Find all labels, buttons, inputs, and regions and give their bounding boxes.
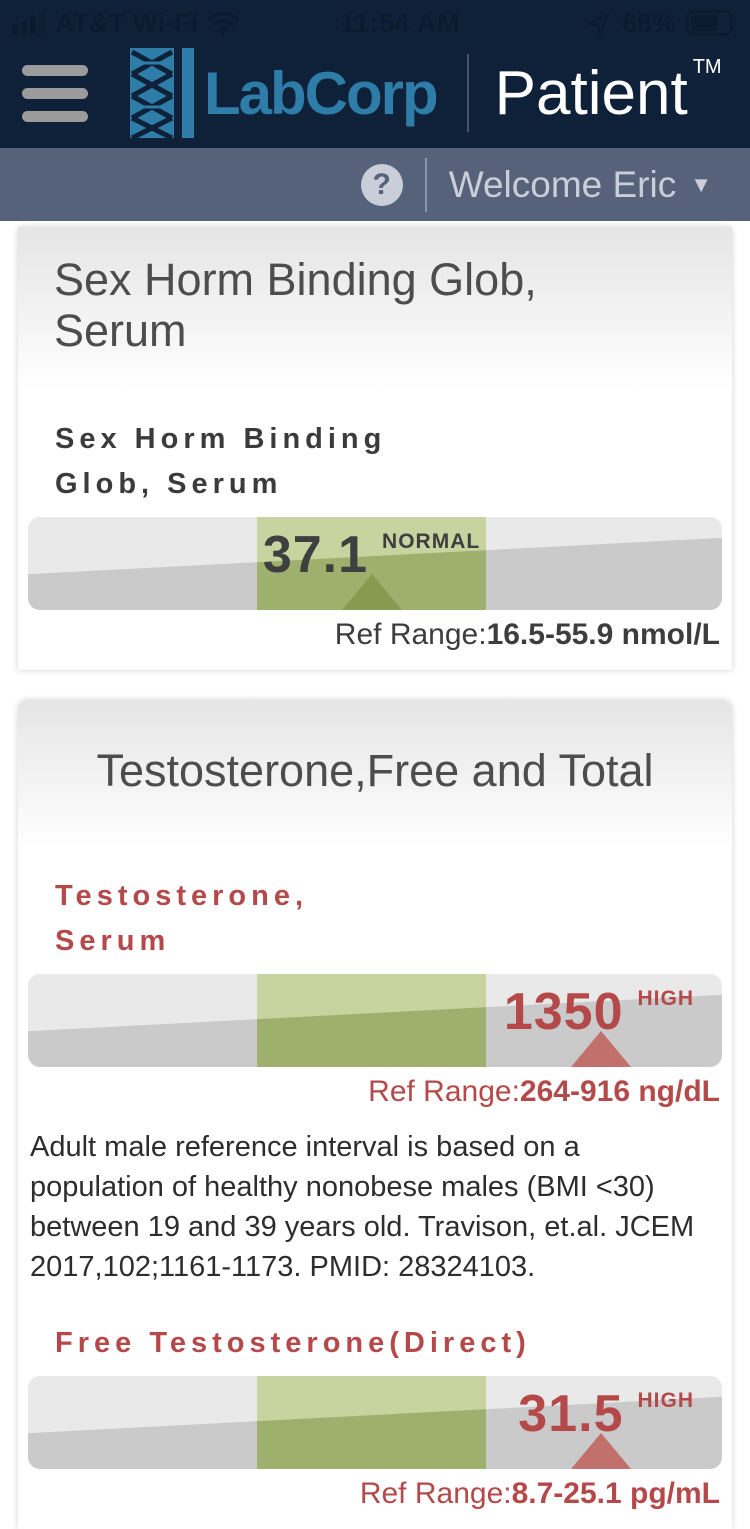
- normal-range-zone: [257, 974, 487, 1068]
- signal-bars-icon: [12, 11, 45, 35]
- result-flag-badge: HIGH: [637, 1389, 694, 1413]
- welcome-user-label[interactable]: Welcome Eric: [448, 163, 677, 205]
- range-bar: 1350 HIGH: [28, 974, 722, 1068]
- section-title: Testosterone,Free and Total: [96, 744, 654, 796]
- section-header: Testosterone,Free and Total: [18, 699, 732, 849]
- result-note-text: Adult male reference interval is based o…: [30, 1131, 695, 1284]
- location-arrow-icon: [588, 12, 611, 35]
- result-testosterone-serum: Testosterone, Serum 1350 HIGH Ref Range:2…: [18, 874, 732, 1295]
- result-value: 37.1: [262, 525, 369, 584]
- trademark-label: TM: [692, 55, 722, 78]
- ref-range-label: Ref Range:: [359, 1477, 512, 1511]
- range-bar: 31.5 HIGH: [28, 1376, 722, 1470]
- ref-range-value: 264-916 ng/dL: [519, 1075, 720, 1109]
- result-name-label: Testosterone, Serum: [55, 880, 309, 958]
- ref-range-row: Ref Range:264-916 ng/dL: [18, 1075, 732, 1109]
- result-flag-badge: HIGH: [637, 987, 694, 1011]
- logo-patient-text: Patient: [494, 58, 688, 128]
- result-name-label: Sex Horm Binding Glob, Serum: [55, 422, 387, 500]
- battery-percent-label: 68%: [621, 7, 676, 38]
- welcome-divider: [424, 157, 427, 212]
- chevron-down-icon[interactable]: ▼: [690, 171, 712, 197]
- carrier-label: AT&T Wi-Fi: [55, 7, 199, 38]
- logo-labcorp-text: LabCorp: [204, 59, 439, 127]
- range-bar: 37.1 NORMAL: [28, 516, 722, 610]
- result-shbg: Sex Horm Binding Glob, Serum 37.1 NORMAL …: [18, 417, 732, 652]
- result-card-testosterone: Testosterone,Free and Total Testosterone…: [18, 699, 732, 1529]
- logo-divider: [466, 54, 469, 132]
- app-header: AT&T Wi-Fi 11:54 AM 68%: [0, 0, 750, 148]
- ref-range-value: 16.5-55.9 nmol/L: [486, 617, 720, 651]
- ref-range-row: Ref Range:16.5-55.9 nmol/L: [18, 618, 732, 652]
- section-header: Sex Horm Binding Glob, Serum: [18, 227, 732, 391]
- nav-bar: LabCorp Patient TM: [0, 44, 750, 148]
- ref-range-row: Ref Range:8.7-25.1 pg/mL: [18, 1477, 732, 1511]
- result-value: 1350: [503, 983, 624, 1042]
- welcome-bar: ? Welcome Eric ▼: [0, 148, 750, 221]
- result-free-testosterone: Free Testosterone(Direct) 31.5 HIGH Ref R…: [18, 1321, 732, 1511]
- wifi-icon: [207, 11, 240, 35]
- dna-helix-icon: [130, 48, 194, 138]
- clock: 11:54 AM: [339, 7, 461, 38]
- ref-range-label: Ref Range:: [334, 617, 487, 651]
- hamburger-menu-icon[interactable]: [22, 64, 88, 122]
- labcorp-logo[interactable]: LabCorp: [130, 48, 439, 138]
- ref-range-value: 8.7-25.1 pg/mL: [511, 1477, 720, 1511]
- result-name-label: Free Testosterone(Direct): [55, 1327, 531, 1360]
- result-flag-badge: NORMAL: [382, 529, 481, 553]
- marker-triangle-icon: [341, 573, 402, 610]
- battery-icon: [686, 10, 737, 36]
- ref-range-label: Ref Range:: [368, 1075, 520, 1109]
- result-value: 31.5: [518, 1385, 624, 1444]
- normal-range-zone: [257, 1376, 487, 1470]
- marker-triangle-icon: [570, 1031, 631, 1068]
- help-icon[interactable]: ?: [360, 163, 403, 206]
- result-card-shbg: Sex Horm Binding Glob, Serum Sex Horm Bi…: [18, 227, 732, 670]
- status-bar: AT&T Wi-Fi 11:54 AM 68%: [0, 0, 750, 44]
- section-title: Sex Horm Binding Glob, Serum: [54, 254, 537, 356]
